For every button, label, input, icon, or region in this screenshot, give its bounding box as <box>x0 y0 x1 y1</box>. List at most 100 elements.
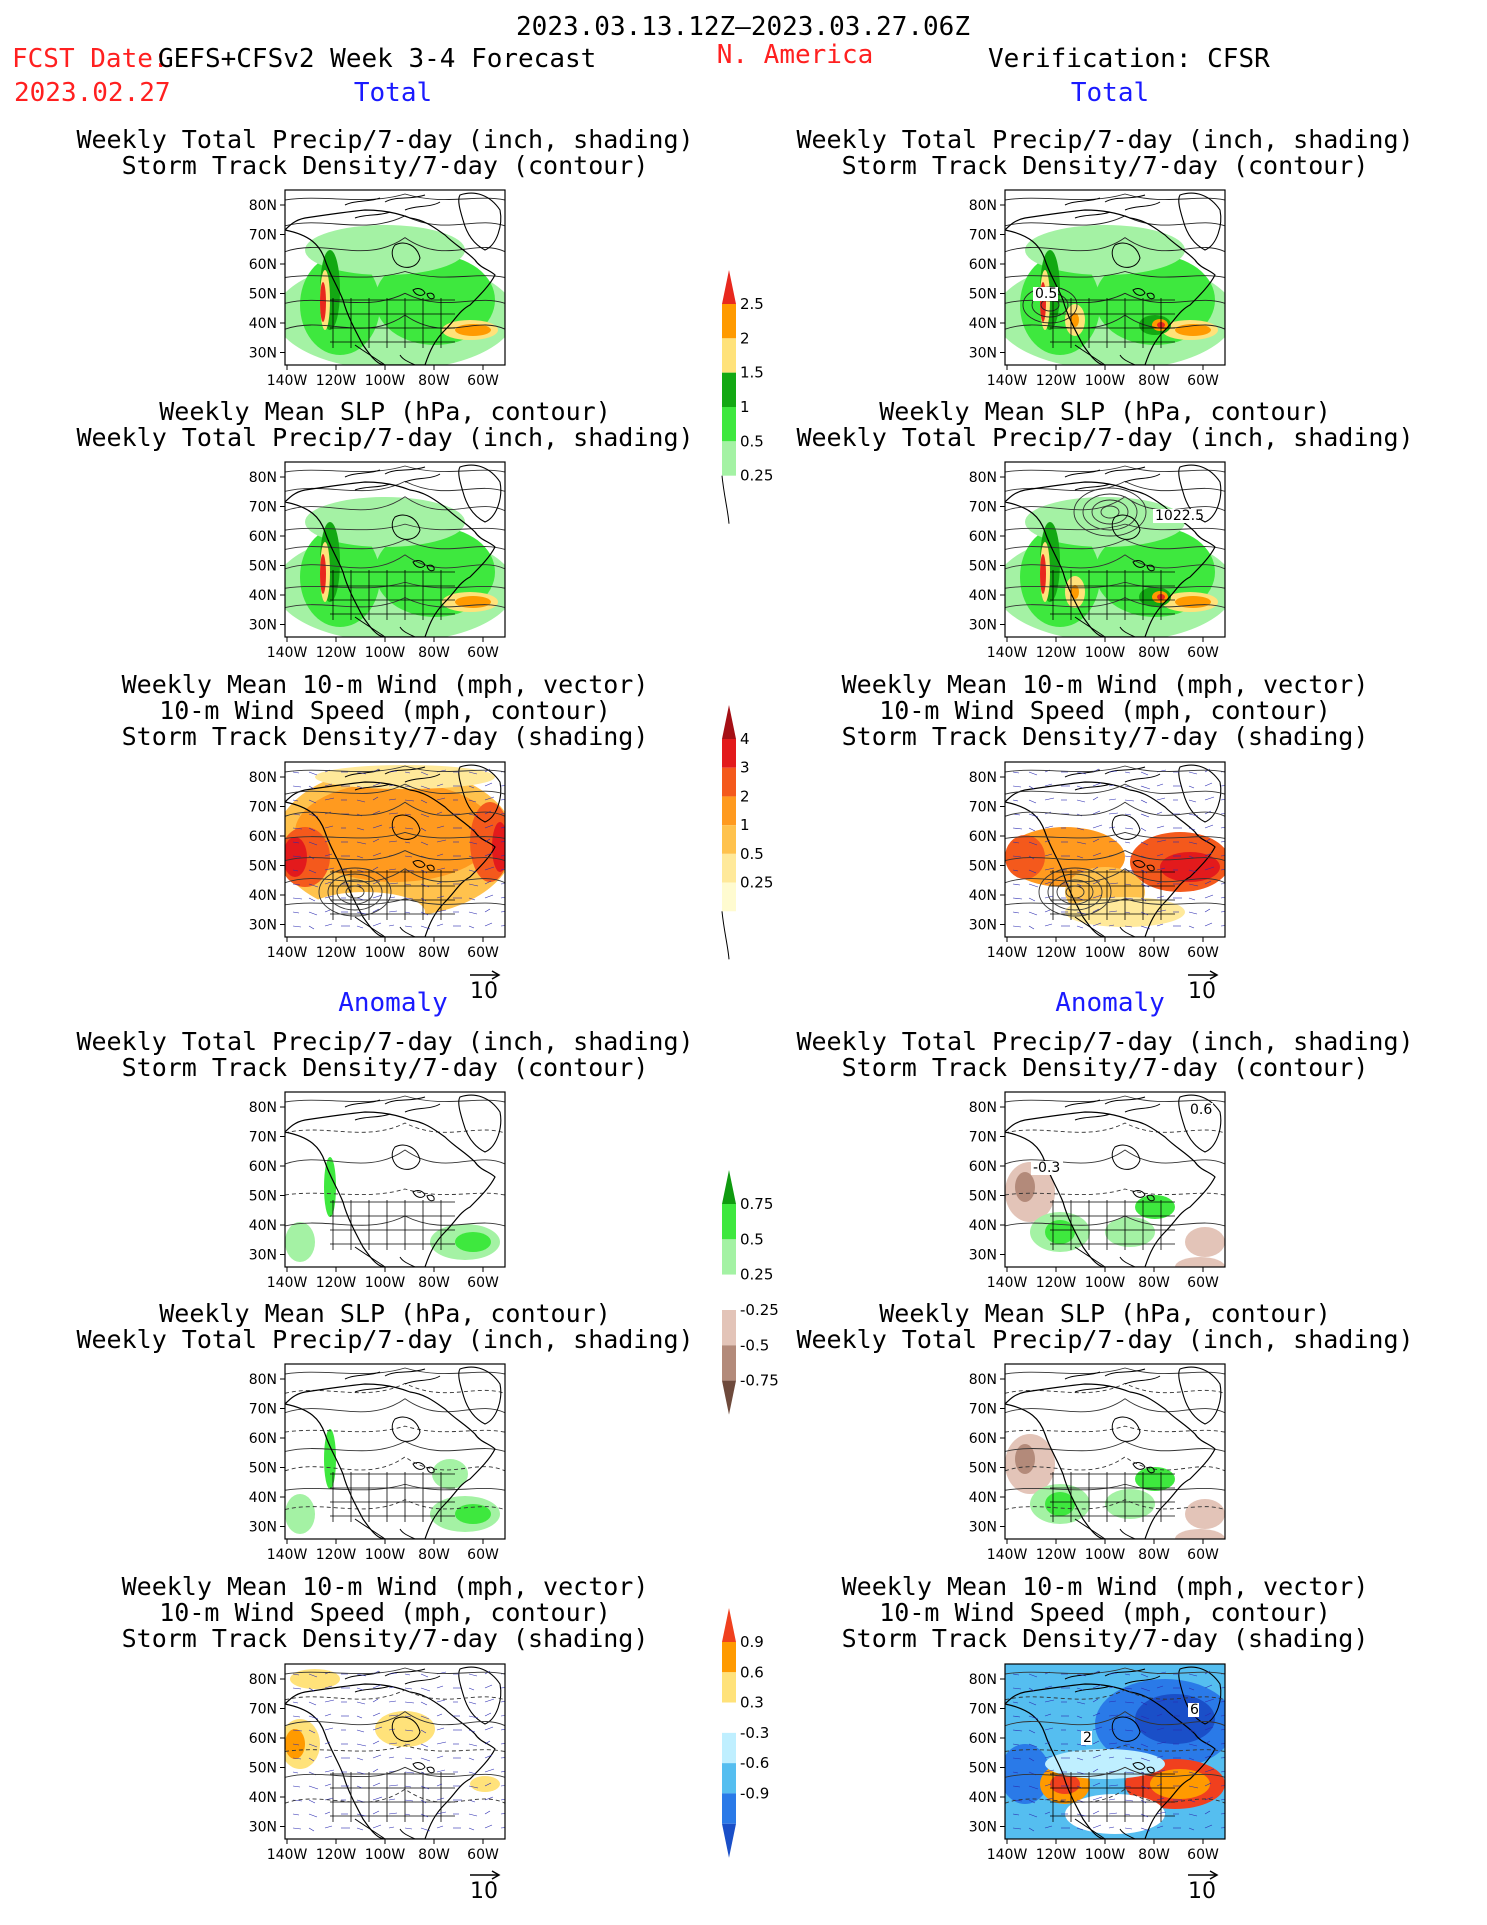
colorbar-storm-anom-label: 0.9 <box>740 1633 764 1651</box>
region-label: N. America <box>716 40 874 70</box>
map-panel-l2: 80N 70N 60N 50N 40N 30N 140W 120W 100W 80W 60W <box>249 461 506 661</box>
colorbar-storm-total-swatch <box>722 882 736 912</box>
lat-tick-label: 30N <box>969 1820 997 1836</box>
lon-tick-label: 60W <box>1187 1275 1219 1291</box>
colorbar-storm-total-label: 0.25 <box>740 874 773 892</box>
colorbar-storm-anom-swatch <box>722 1702 736 1733</box>
lat-tick-label: 40N <box>969 316 997 332</box>
lat-tick-label: 50N <box>249 859 277 875</box>
title-r3: Weekly Mean 10-m Wind (mph, vector) 10-m … <box>841 670 1369 751</box>
lon-tick-label: 80W <box>418 373 450 389</box>
map-panel-l5: 80N 70N 60N 50N 40N 30N 140W 120W 100W 80W 60W <box>249 1363 506 1563</box>
lon-tick-label: 80W <box>418 1847 450 1863</box>
lat-tick-label: 40N <box>969 1218 997 1234</box>
lat-tick-label: 80N <box>969 198 997 214</box>
lon-tick-label: 120W <box>316 645 357 661</box>
lon-tick-label: 60W <box>467 1275 499 1291</box>
colorbar-precip-total-label: 0.5 <box>740 432 764 450</box>
fcst-date: 2023.02.27 <box>14 78 171 108</box>
lat-tick-label: 30N <box>249 618 277 634</box>
lon-tick-label: 80W <box>418 1547 450 1563</box>
lat-tick-label: 30N <box>249 1820 277 1836</box>
map-panel-r3: 80N 70N 60N 50N 40N 30N 140W 120W 100W 80W 60W <box>969 761 1226 961</box>
lat-tick-label: 80N <box>969 1100 997 1116</box>
lon-tick-label: 100W <box>365 373 406 389</box>
lon-tick-label: 100W <box>365 645 406 661</box>
lat-tick-label: 80N <box>249 770 277 786</box>
title-l6: Weekly Mean 10-m Wind (mph, vector) 10-m … <box>121 1572 649 1653</box>
lat-tick-label: 70N <box>969 1702 997 1718</box>
lat-tick-label: 30N <box>249 1248 277 1264</box>
lat-tick-label: 70N <box>969 800 997 816</box>
lat-tick-label: 80N <box>249 198 277 214</box>
lat-tick-label: 30N <box>969 1520 997 1536</box>
lon-tick-label: 120W <box>1036 1847 1077 1863</box>
map-panel-l6: 80N 70N 60N 50N 40N 30N 140W 120W 100W 80W 60W <box>249 1663 506 1863</box>
section-total-right: Total <box>1070 78 1150 108</box>
lat-tick-label: 60N <box>969 829 997 845</box>
lat-tick-label: 80N <box>249 1372 277 1388</box>
lon-tick-label: 80W <box>418 1275 450 1291</box>
lat-tick-label: 80N <box>969 1372 997 1388</box>
lat-tick-label: 60N <box>969 1731 997 1747</box>
title-r1: Weekly Total Precip/7-day (inch, shading… <box>796 125 1414 180</box>
lon-tick-label: 120W <box>1036 645 1077 661</box>
vector-ref-arrow-l6: 10 <box>470 1870 501 1904</box>
lon-tick-label: 60W <box>467 373 499 389</box>
colorbar-storm-total-label: 4 <box>740 730 750 748</box>
lon-tick-label: 60W <box>467 1847 499 1863</box>
lat-tick-label: 30N <box>249 346 277 362</box>
lat-tick-label: 70N <box>249 1402 277 1418</box>
lon-tick-label: 140W <box>987 1275 1028 1291</box>
lat-tick-label: 60N <box>249 529 277 545</box>
lat-tick-label: 60N <box>969 257 997 273</box>
lon-tick-label: 100W <box>1085 645 1126 661</box>
colorbar-storm-anom-label: 0.6 <box>740 1663 764 1681</box>
map-contour-label: 0.5 <box>1035 286 1057 302</box>
colorbar-precip-anom-label: 0.25 <box>740 1266 773 1284</box>
colorbar-precip-total-swatch <box>722 338 736 373</box>
lat-tick-label: 50N <box>969 559 997 575</box>
lat-tick-label: 50N <box>249 1189 277 1205</box>
map-contour-label: -0.3 <box>1033 1160 1060 1176</box>
lon-tick-label: 100W <box>365 1275 406 1291</box>
lat-tick-label: 50N <box>969 1761 997 1777</box>
lat-tick-label: 60N <box>969 1431 997 1447</box>
lat-tick-label: 60N <box>249 257 277 273</box>
lon-tick-label: 140W <box>267 1547 308 1563</box>
lat-tick-label: 80N <box>969 470 997 486</box>
title-l5: Weekly Mean SLP (hPa, contour) Weekly Tot… <box>76 1299 694 1354</box>
colorbar-precip-anom-label: 0.5 <box>740 1230 764 1248</box>
lon-tick-label: 60W <box>467 1547 499 1563</box>
lat-tick-label: 40N <box>969 1490 997 1506</box>
colorbar-storm-total-swatch <box>722 796 736 826</box>
colorbar-precip-anom-swatch <box>722 1239 736 1275</box>
lon-tick-label: 100W <box>1085 1275 1126 1291</box>
colorbar-storm-anom-swatch <box>722 1672 736 1703</box>
map-panel-l1: 80N 70N 60N 50N 40N 30N 140W 120W 100W 80W 60W <box>249 189 506 389</box>
lat-tick-label: 70N <box>969 500 997 516</box>
lon-tick-label: 140W <box>987 1547 1028 1563</box>
lat-tick-label: 60N <box>249 829 277 845</box>
lat-tick-label: 30N <box>249 918 277 934</box>
title-l1: Weekly Total Precip/7-day (inch, shading… <box>76 125 694 180</box>
lon-tick-label: 140W <box>267 645 308 661</box>
map-contour-label: 2 <box>1083 1730 1092 1746</box>
colorbar-precip-total-swatch <box>722 372 736 407</box>
colorbar-precip-anom-swatch <box>722 1310 736 1346</box>
colorbar-precip-anom-top-triangle <box>722 1170 736 1204</box>
colorbar-storm-total-top-triangle <box>722 705 736 739</box>
lat-tick-label: 30N <box>249 1520 277 1536</box>
lon-tick-label: 80W <box>418 645 450 661</box>
lat-tick-label: 50N <box>249 1461 277 1477</box>
lat-tick-label: 60N <box>249 1159 277 1175</box>
colorbar-storm-total-label: 0.5 <box>740 845 764 863</box>
lon-tick-label: 140W <box>987 945 1028 961</box>
lon-tick-label: 100W <box>1085 945 1126 961</box>
lon-tick-label: 80W <box>1138 1275 1170 1291</box>
lat-tick-label: 40N <box>969 888 997 904</box>
colorbar-precip-anom-label: -0.25 <box>740 1301 779 1319</box>
lat-tick-label: 70N <box>249 1702 277 1718</box>
lat-tick-label: 50N <box>249 559 277 575</box>
